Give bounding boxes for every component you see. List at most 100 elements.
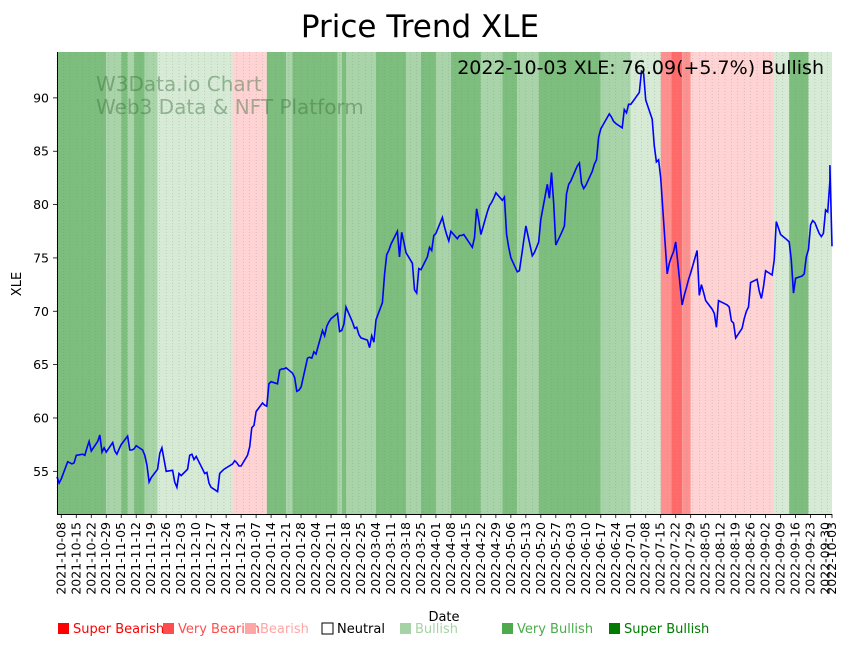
regime-band-9 — [286, 52, 293, 514]
regime-band-19 — [480, 52, 503, 514]
y-tick-label: 85 — [33, 144, 49, 159]
x-tick-label: 2022-09-02 — [758, 522, 773, 595]
legend-label: Bearish — [260, 622, 309, 637]
x-tick-label: 2022-04-15 — [458, 522, 473, 595]
x-tick-label: 2021-11-19 — [143, 522, 158, 595]
legend-swatch — [163, 623, 174, 634]
x-tick-label: 2022-03-18 — [398, 522, 413, 595]
legend-item-bullish: Bullish — [400, 622, 458, 637]
regime-band-25 — [660, 52, 672, 514]
legend-label: Neutral — [337, 622, 385, 637]
regime-band-32 — [808, 52, 832, 514]
x-tick-label: 2022-07-08 — [638, 522, 653, 595]
y-tick-label: 55 — [33, 464, 49, 479]
legend-label: Bullish — [415, 622, 458, 637]
x-tick-label: 2022-01-07 — [248, 522, 263, 595]
x-tick-label: 2022-03-25 — [413, 522, 428, 595]
x-tick-label: 2022-02-11 — [323, 522, 338, 595]
y-axis-label: XLE — [10, 272, 25, 296]
x-tick-label: 2022-04-01 — [428, 522, 443, 595]
regime-band-24 — [630, 52, 661, 514]
legend-item-very-bearish: Very Bearish — [163, 622, 260, 637]
legend-swatch — [400, 623, 411, 634]
y-tick-label: 60 — [33, 410, 49, 425]
y-tick-label: 90 — [33, 90, 49, 105]
vertical-grid — [56, 52, 828, 514]
regime-band-20 — [502, 52, 518, 514]
watermark-line-2: Web3 Data & NFT Platform — [96, 95, 364, 119]
legend-label: Very Bearish — [178, 622, 260, 637]
x-tick-label: 2022-04-22 — [473, 522, 488, 595]
x-tick-label: 2022-04-08 — [443, 522, 458, 595]
x-tick-label: 2022-01-14 — [263, 522, 278, 595]
x-tick-label: 2022-06-03 — [563, 522, 578, 595]
regime-band-8 — [266, 52, 287, 514]
regime-band-3 — [127, 52, 135, 514]
x-tick-label: 2022-04-29 — [488, 522, 503, 595]
x-tick-label: 2022-05-27 — [548, 522, 563, 595]
chart-title: Price Trend XLE — [301, 9, 539, 45]
x-tick-label: 2022-06-17 — [593, 522, 608, 595]
x-tick-label: 2022-09-09 — [773, 522, 788, 595]
x-tick-label: 2022-05-06 — [503, 522, 518, 595]
legend-swatch — [321, 622, 334, 635]
y-tick-label: 65 — [33, 357, 49, 372]
x-tick-label: 2022-03-11 — [383, 522, 398, 595]
x-tick-label: 2021-10-29 — [98, 522, 113, 595]
x-tick-label: 2022-07-22 — [668, 522, 683, 595]
x-tick-label: 2022-09-16 — [788, 522, 803, 595]
y-tick-label: 75 — [33, 250, 49, 265]
x-tick-label: 2021-10-22 — [83, 522, 98, 595]
regime-bands — [57, 52, 832, 514]
regime-band-26 — [671, 52, 683, 514]
x-tick-label: 2021-12-31 — [233, 522, 248, 595]
x-tick-label: 2021-12-24 — [218, 522, 233, 595]
x-axis: 2021-10-08 2021-10-15 2021-10-22 2021-10-29… — [53, 514, 839, 595]
regime-band-28 — [690, 52, 702, 514]
x-tick-label: 2021-11-05 — [113, 522, 128, 595]
price-line — [56, 69, 833, 493]
x-tick-label: 2022-05-13 — [518, 522, 533, 595]
x-tick-label: 2022-08-05 — [698, 522, 713, 595]
x-tick-label: 2022-02-25 — [353, 522, 368, 595]
x-tick-label: 2021-10-15 — [68, 522, 83, 595]
legend-item-neutral: Neutral — [321, 622, 385, 637]
legend-item-super-bearish: Super Bearish — [58, 622, 164, 637]
x-tick-label: 2022-08-26 — [743, 522, 758, 595]
x-tick-label: 2021-12-03 — [173, 522, 188, 595]
x-tick-label: 2022-10-03 — [824, 522, 839, 595]
x-tick-label: 2022-03-04 — [368, 522, 383, 595]
x-tick-label: 2022-09-23 — [803, 522, 818, 595]
x-tick-label: 2021-11-12 — [128, 522, 143, 595]
x-tick-label: 2021-12-10 — [188, 522, 203, 595]
regime-band-0 — [57, 52, 107, 514]
regime-band-1 — [106, 52, 122, 514]
x-tick-label: 2022-02-04 — [308, 522, 323, 595]
x-tick-label: 2022-06-10 — [578, 522, 593, 595]
legend-swatch — [245, 623, 256, 634]
legend-item-very-bullish: Very Bullish — [502, 622, 593, 637]
regime-band-4 — [134, 52, 145, 514]
regime-band-17 — [435, 52, 451, 514]
y-tick-label: 70 — [33, 304, 49, 319]
legend-swatch — [58, 623, 69, 634]
regime-band-2 — [121, 52, 128, 514]
legend-label: Very Bullish — [517, 622, 593, 637]
x-tick-label: 2022-06-24 — [608, 522, 623, 595]
latest-value-annotation: 2022-10-03 XLE: 76.09(+5.7%) Bullish — [457, 57, 824, 79]
x-tick-label: 2021-10-08 — [53, 522, 68, 595]
y-axis: 55 60 65 70 75 80 85 90 — [33, 90, 57, 479]
legend-item-super-bullish: Super Bullish — [609, 622, 709, 637]
y-tick-label: 80 — [33, 197, 49, 212]
regime-band-10 — [292, 52, 338, 514]
x-tick-label: 2022-07-01 — [623, 522, 638, 595]
x-tick-label: 2022-01-21 — [278, 522, 293, 595]
regime-band-31 — [789, 52, 809, 514]
x-tick-label: 2022-07-29 — [683, 522, 698, 595]
x-tick-label: 2022-05-20 — [533, 522, 548, 595]
legend: Super Bearish Very Bearish Bearish Neutral B… — [58, 622, 709, 637]
x-tick-label: 2022-08-12 — [713, 522, 728, 595]
regime-band-18 — [450, 52, 481, 514]
watermark: W3Data.io Chart Web3 Data & NFT Platform — [96, 72, 364, 119]
